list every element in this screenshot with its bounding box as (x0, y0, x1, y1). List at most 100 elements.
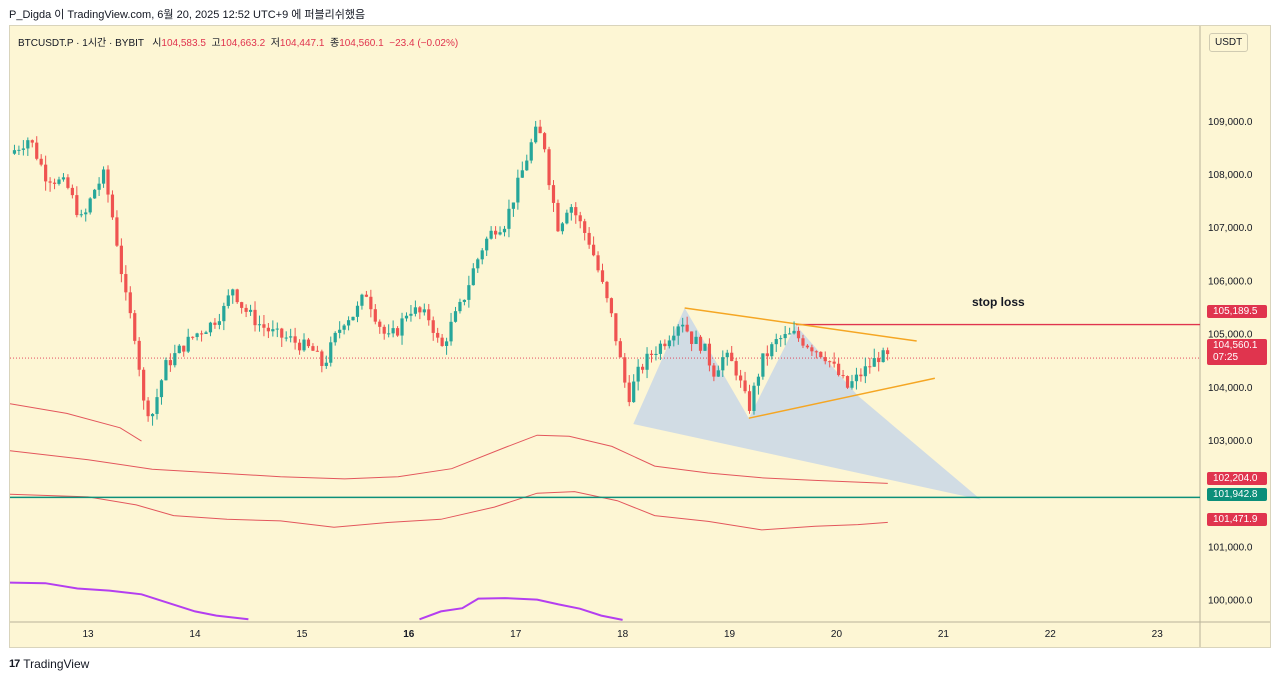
candle-body-up (186, 336, 190, 352)
currency-selector[interactable]: USDT (1209, 33, 1249, 52)
tradingview-logo-icon: 17 (9, 658, 20, 670)
stop-loss-annotation: stop loss (972, 295, 1025, 309)
candle-body-up (676, 326, 680, 336)
candle-body-down (605, 281, 609, 299)
candle-body-down (805, 345, 810, 348)
candle-body-down (293, 336, 297, 343)
chart-background (10, 26, 1270, 647)
candle-body-down (168, 360, 172, 366)
x-tick-label: 20 (831, 629, 843, 640)
candle-body-up (289, 336, 293, 338)
candlestick-chart[interactable]: 100,000.0101,000.0102,000.0103,000.0104,… (10, 26, 1270, 647)
x-tick-label: 19 (724, 629, 736, 640)
candle-body-down (810, 347, 814, 352)
candle-body-down (427, 309, 431, 321)
candle-body-up (93, 189, 97, 199)
candle-body-up (534, 126, 538, 143)
candle-body-up (177, 345, 181, 354)
candle-body-up (422, 309, 426, 313)
candle-body-down (382, 326, 386, 334)
candle-body-up (569, 207, 573, 213)
x-tick-label: 21 (938, 629, 950, 640)
candle-body-down (262, 324, 266, 328)
candle-body-up (351, 316, 355, 321)
candle-body-down (213, 322, 217, 325)
candle-body-down (311, 346, 315, 351)
candle-body-down (146, 400, 150, 417)
candle-body-up (275, 328, 279, 330)
candle-body-down (142, 369, 146, 401)
candle-body-up (400, 318, 404, 336)
low-value: 104,447.1 (279, 38, 325, 49)
candle-body-up (204, 332, 208, 334)
candle-body-up (881, 350, 885, 363)
chart-area[interactable]: 100,000.0101,000.0102,000.0103,000.0104,… (9, 25, 1271, 648)
candle-body-up (489, 230, 493, 239)
support-price-tag: 101,942.8 (1207, 488, 1267, 501)
candle-body-down (44, 164, 48, 182)
candle-body-up (444, 341, 449, 346)
purple-indicator-line (10, 581, 249, 621)
candle-body-down (814, 351, 818, 353)
candle-body-up (694, 336, 698, 344)
candle-body-up (222, 305, 226, 322)
candle-body-down (796, 330, 801, 339)
close-label: 종 (329, 38, 340, 49)
candle-body-down (600, 270, 605, 282)
x-tick-label: 17 (510, 629, 522, 640)
candle-body-up (716, 370, 720, 377)
candle-body-down (547, 149, 551, 186)
x-tick-label: 13 (82, 629, 94, 640)
candle-body-up (346, 320, 351, 326)
candle-body-down (240, 302, 244, 308)
candle-body-down (712, 365, 716, 377)
x-tick-label: 14 (189, 629, 201, 640)
candle-body-up (387, 333, 391, 335)
purple-indicator-line-2 (419, 597, 623, 621)
symbol-title[interactable]: BTCUSDT.P · 1시간 · BYBIT (18, 38, 144, 49)
candle-body-up (779, 338, 783, 340)
candle-body-down (39, 158, 43, 165)
candle-body-down (649, 353, 654, 355)
candle-body-up (756, 376, 761, 386)
y-tick-label: 103,000.0 (1208, 436, 1253, 447)
candle-body-down (819, 351, 823, 358)
candle-body-down (596, 255, 600, 271)
candle-body-down (828, 361, 832, 363)
candle-body-up (632, 381, 636, 403)
wedge-upper-trendline (684, 307, 917, 342)
candle-body-up (21, 148, 25, 150)
candle-body-down (128, 292, 132, 314)
publish-caption: P_Digda 이 TradingView.com, 6월 20, 2025 1… (9, 9, 366, 21)
candle-body-up (61, 177, 66, 180)
candle-body-up (413, 307, 417, 314)
lower-band-line (10, 491, 888, 531)
candle-body-down (369, 296, 373, 310)
candle-body-down (30, 140, 34, 143)
candle-body-down (877, 358, 881, 363)
candle-body-down (765, 353, 769, 357)
candle-body-down (743, 380, 747, 392)
candle-body-up (498, 232, 502, 235)
candle-body-down (801, 338, 805, 346)
candle-body-up (703, 343, 707, 351)
candle-body-up (338, 329, 342, 333)
candle-body-up (101, 169, 106, 184)
candle-body-down (542, 133, 547, 150)
candle-body-up (774, 339, 778, 345)
candle-body-up (667, 340, 671, 347)
candle-body-down (244, 307, 248, 312)
candle-body-down (845, 376, 850, 388)
tradingview-logo[interactable]: 17 TradingView (9, 657, 89, 671)
candle-body-down (119, 245, 123, 275)
candle-body-down (823, 357, 827, 362)
y-tick-label: 109,000.0 (1208, 117, 1253, 128)
candle-body-up (97, 183, 101, 190)
candle-body-up (658, 343, 663, 354)
candle-body-up (79, 214, 83, 216)
candle-body-down (395, 328, 400, 336)
x-tick-label: 18 (617, 629, 629, 640)
last-price-tag: 104,560.1 07:25 (1207, 339, 1267, 365)
candle-body-down (556, 202, 560, 232)
candle-body-up (560, 223, 565, 232)
